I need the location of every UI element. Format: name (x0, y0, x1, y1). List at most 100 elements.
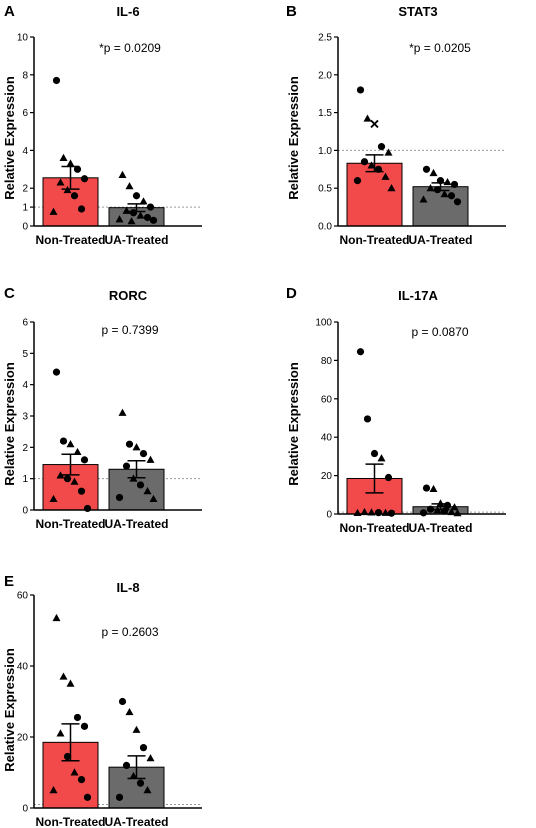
data-point (363, 415, 372, 423)
data-point (73, 165, 82, 173)
x-category-label: UA-Treated (104, 517, 168, 531)
data-point (125, 182, 134, 190)
data-point (70, 768, 79, 776)
data-point (118, 170, 127, 178)
y-tick-label: 0 (22, 804, 28, 815)
y-axis-label: Relative Expression (2, 648, 17, 772)
data-point (49, 207, 58, 215)
data-point (52, 76, 61, 85)
panel-d: D IL-17A Relative Expression 0 20 40 60 80 100 No… (286, 285, 506, 535)
y-tick-label: 5 (22, 349, 28, 360)
data-point (77, 776, 86, 784)
data-point (73, 713, 82, 722)
y-tick-label: 0 (22, 222, 28, 233)
data-point (56, 471, 65, 479)
y-tick-label: 0 (22, 506, 28, 517)
x-category-label: UA-Treated (408, 521, 472, 535)
data-point (360, 158, 369, 166)
x-category-label: Non-Treated (339, 233, 409, 247)
data-point (436, 499, 445, 507)
panel-title: IL-6 (116, 4, 139, 19)
data-point (63, 752, 72, 761)
data-point (59, 153, 68, 161)
data-point (70, 192, 79, 200)
y-tick-label: 2.0 (318, 70, 332, 81)
y-tick-label: 4 (22, 380, 28, 391)
data-point (384, 473, 393, 482)
data-point (136, 481, 145, 489)
data-point (70, 477, 79, 485)
data-point (143, 487, 152, 495)
y-tick-label: 4 (22, 146, 28, 157)
data-point (377, 143, 386, 151)
data-point (426, 184, 435, 192)
y-tick-label: 0.5 (318, 184, 332, 195)
data-point (429, 168, 438, 177)
data-point (139, 197, 148, 205)
data-point (129, 771, 138, 780)
panel-letter: B (286, 3, 297, 20)
data-point (419, 195, 428, 203)
y-tick-label: 60 (321, 394, 333, 405)
data-point (422, 165, 431, 173)
panel-letter: C (4, 285, 15, 302)
x-category-label: Non-Treated (35, 233, 105, 247)
y-tick-label: 1.0 (318, 146, 332, 157)
data-point (115, 793, 124, 801)
panel-a: A IL-6 Relative Expression 0 1 2 4 6 8 10 Non-Trea… (2, 3, 202, 247)
data-point (127, 217, 136, 225)
data-point (367, 161, 376, 169)
y-tick-label: 1 (22, 203, 28, 214)
data-point (149, 494, 158, 503)
data-point (125, 440, 134, 448)
y-tick-label: 20 (321, 471, 333, 482)
data-point (447, 192, 456, 200)
data-point (422, 484, 431, 492)
panel-letter: A (4, 3, 15, 20)
data-point (453, 198, 462, 206)
panel-e: E IL-8 Relative Expression 0 20 40 60 Non-Treat… (2, 573, 202, 828)
data-point (443, 177, 452, 186)
y-tick-label: 0.0 (318, 222, 332, 233)
y-tick-label: 80 (321, 356, 333, 367)
x-category-label: UA-Treated (104, 233, 168, 247)
data-point (353, 177, 362, 185)
data-point (450, 503, 459, 511)
y-tick-label: 20 (17, 733, 29, 744)
data-point (139, 744, 148, 752)
data-point (80, 175, 89, 183)
data-point (146, 455, 155, 463)
y-tick-label: 2 (22, 184, 28, 195)
p-value-annotation: p = 0.2603 (101, 625, 158, 639)
data-point (77, 205, 86, 213)
panel-letter: E (4, 573, 14, 590)
y-tick-label: 10 (17, 33, 29, 44)
data-point (384, 148, 393, 156)
bar-ua-treated (412, 186, 469, 227)
data-point (136, 779, 145, 787)
data-point (115, 215, 124, 223)
x-category-label: Non-Treated (339, 521, 409, 535)
data-point (146, 203, 155, 211)
data-point (59, 437, 68, 445)
y-tick-label: 2 (22, 443, 28, 454)
data-point (370, 119, 379, 129)
data-point (122, 761, 131, 770)
data-point (356, 86, 365, 94)
data-point (377, 454, 386, 462)
p-value-annotation: p = 0.7399 (101, 323, 158, 337)
data-point (66, 440, 75, 448)
data-point (52, 613, 61, 622)
data-point (80, 456, 89, 464)
data-point (146, 754, 155, 762)
x-category-label: UA-Treated (408, 233, 472, 247)
data-point (56, 178, 65, 186)
data-point (59, 672, 68, 680)
p-value-annotation: *p = 0.0209 (99, 41, 161, 55)
data-point (80, 722, 89, 730)
y-axis-label: Relative Expression (2, 76, 17, 200)
data-point (440, 190, 449, 198)
data-point (139, 450, 148, 458)
panel-c: C RORC Relative Expression 0 1 2 3 4 5 6 Non-Treat… (2, 285, 202, 531)
